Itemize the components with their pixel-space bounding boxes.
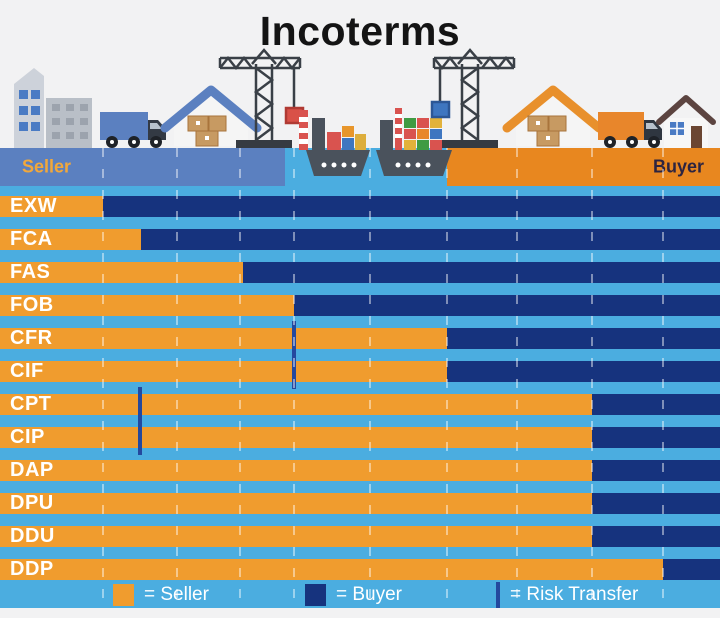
term-row-fas: FAS bbox=[0, 260, 720, 283]
seller-bar bbox=[0, 196, 103, 217]
buyer-bar bbox=[447, 361, 720, 382]
term-label: FAS bbox=[10, 260, 51, 283]
seller-zone-label: Seller bbox=[22, 156, 72, 177]
seller-bar bbox=[0, 559, 664, 580]
term-label: CPT bbox=[10, 392, 52, 415]
term-label: FCA bbox=[10, 227, 53, 250]
buyer-bar bbox=[591, 394, 720, 415]
seller-bar bbox=[0, 493, 592, 514]
seller-bar bbox=[0, 262, 244, 283]
term-label: DDU bbox=[10, 524, 55, 547]
buyer-bar bbox=[102, 196, 720, 217]
port-crane-left-icon bbox=[218, 48, 305, 148]
term-row-cfr: CFR bbox=[0, 321, 720, 356]
term-label: CFR bbox=[10, 326, 53, 349]
port-crane-right-icon bbox=[430, 48, 516, 148]
term-label: DAP bbox=[10, 458, 54, 481]
risk-transfer-marker bbox=[137, 420, 142, 455]
buyer-bar bbox=[243, 262, 720, 283]
seller-bar bbox=[0, 460, 592, 481]
term-label: DDP bbox=[10, 557, 54, 580]
buyer-bar bbox=[591, 427, 720, 448]
seller-bar bbox=[0, 394, 592, 415]
term-row-cpt: CPT bbox=[0, 387, 720, 422]
footer-background bbox=[0, 608, 720, 618]
blue-warehouse-icon bbox=[160, 85, 262, 147]
term-row-ddp: DDP bbox=[0, 557, 720, 580]
term-row-fca: FCA bbox=[0, 227, 720, 250]
orange-warehouse-icon bbox=[502, 85, 604, 147]
seller-bar bbox=[0, 526, 592, 547]
seller-zone-band: Seller bbox=[0, 148, 285, 186]
cargo-ship-icon bbox=[306, 118, 370, 176]
buyer-bar bbox=[591, 526, 720, 547]
factory-icon bbox=[14, 68, 92, 148]
term-label: FOB bbox=[10, 293, 54, 316]
seller-bar bbox=[0, 427, 592, 448]
risk-transfer-marker bbox=[137, 387, 142, 422]
term-label: DPU bbox=[10, 491, 54, 514]
journey-illustration bbox=[14, 48, 716, 176]
term-row-dap: DAP bbox=[0, 458, 720, 481]
seller-bar bbox=[0, 229, 142, 250]
orange-truck-icon bbox=[598, 112, 662, 148]
cargo-ship-2-icon bbox=[376, 108, 452, 176]
term-row-ddu: DDU bbox=[0, 524, 720, 547]
term-row-cip: CIP bbox=[0, 420, 720, 455]
term-row-fob: FOB bbox=[0, 293, 720, 316]
buyer-bar bbox=[141, 229, 720, 250]
blue-truck-icon bbox=[100, 112, 166, 148]
term-row-cif: CIF bbox=[0, 354, 720, 389]
buyer-bar bbox=[591, 460, 720, 481]
buyer-bar bbox=[591, 493, 720, 514]
seller-bar bbox=[0, 361, 448, 382]
term-label: CIP bbox=[10, 425, 45, 448]
term-label: EXW bbox=[10, 194, 58, 217]
seller-bar bbox=[0, 328, 448, 349]
buyer-zone-band: Buyer bbox=[447, 148, 720, 186]
risk-transfer-marker bbox=[291, 321, 296, 356]
lighthouse-icon bbox=[299, 110, 308, 150]
buyer-bar bbox=[293, 295, 720, 316]
house-icon bbox=[656, 95, 716, 148]
page-title: Incoterms bbox=[259, 8, 461, 54]
risk-transfer-marker bbox=[291, 354, 296, 389]
seller-bar bbox=[0, 295, 294, 316]
term-row-dpu: DPU bbox=[0, 491, 720, 514]
term-label: CIF bbox=[10, 359, 44, 382]
buyer-zone-label: Buyer bbox=[652, 156, 704, 177]
term-row-exw: EXW bbox=[0, 194, 720, 217]
buyer-bar bbox=[663, 559, 720, 580]
buyer-bar bbox=[447, 328, 720, 349]
